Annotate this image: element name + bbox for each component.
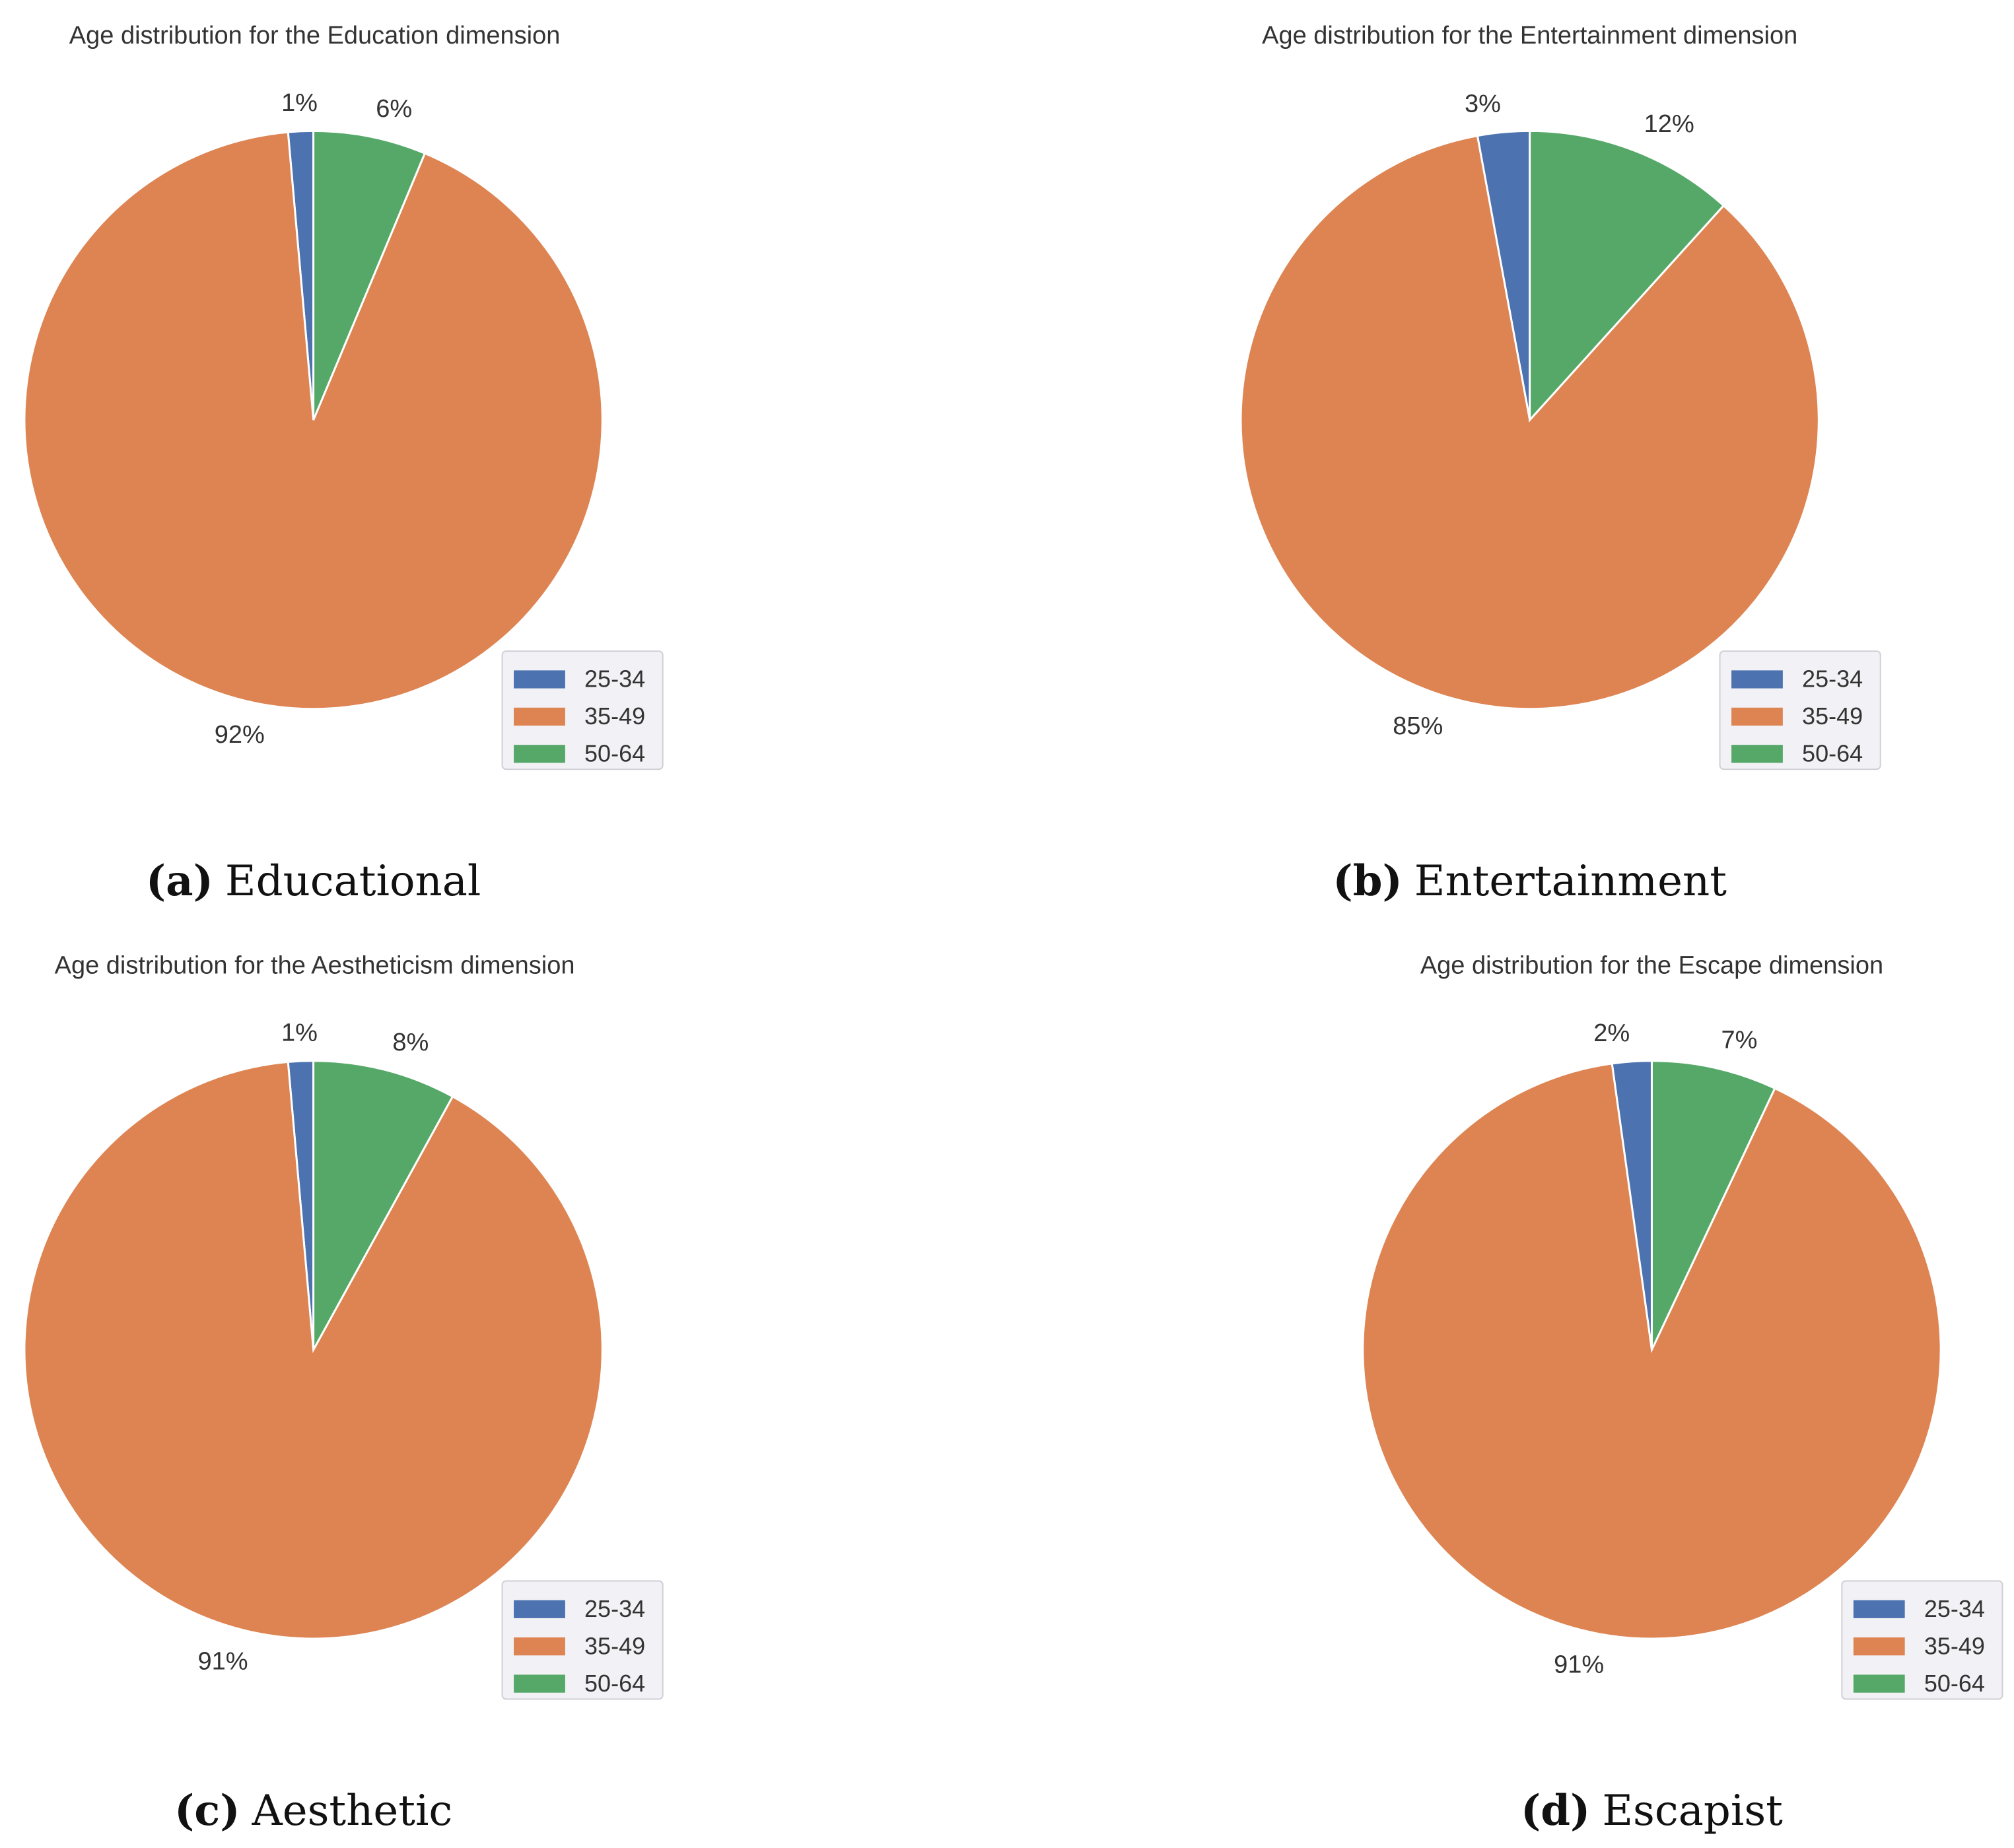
caption-text: Educational: [225, 857, 481, 906]
caption-letter: (d): [1521, 1786, 1590, 1835]
legend-swatch-35-49: [1853, 1637, 1905, 1656]
pie-slice-50-64: [312, 129, 427, 421]
chart-title: Age distribution for the Entertainment d…: [1262, 22, 1797, 50]
pct-label-35-49: 85%: [1393, 712, 1443, 740]
pie-slice-35-49: [1362, 1062, 1942, 1640]
legend-label-25-34: 25-34: [1802, 666, 1863, 693]
pct-label-25-34: 1%: [281, 89, 318, 117]
pie-chart-3: Age distribution for the Aestheticism di…: [23, 951, 664, 1835]
legend: 25-34 35-49 50-64: [1719, 650, 1881, 770]
legend-label-50-64: 50-64: [584, 1670, 645, 1697]
chart-title: Age distribution for the Aestheticism di…: [55, 951, 575, 979]
legend-swatch-25-34: [1731, 670, 1783, 689]
legend-swatch-25-34: [514, 670, 565, 689]
caption-text: Aesthetic: [251, 1787, 452, 1835]
caption-letter: (c): [174, 1786, 240, 1835]
pct-label-50-64: 12%: [1644, 110, 1694, 138]
legend-label-35-49: 35-49: [584, 1632, 645, 1659]
subfigure-caption: (a) Educational: [146, 856, 481, 906]
caption-text: Escapist: [1602, 1787, 1783, 1835]
pct-label-35-49: 91%: [197, 1647, 248, 1675]
legend-swatch-50-64: [1853, 1674, 1905, 1693]
legend: 25-34 35-49 50-64: [501, 1580, 664, 1700]
caption-letter: (b): [1333, 856, 1402, 906]
pie-slice-35-49: [1239, 134, 1820, 710]
legend-swatch-25-34: [514, 1600, 565, 1618]
pie-chart-2: Age distribution for the Entertainment d…: [1239, 22, 1881, 906]
subfigure-caption: (b) Entertainment: [1333, 856, 1727, 906]
caption-letter: (a): [146, 856, 213, 906]
pct-label-25-34: 2%: [1593, 1019, 1630, 1047]
legend-swatch-50-64: [514, 1674, 565, 1693]
pct-label-50-64: 7%: [1721, 1027, 1757, 1054]
pct-label-25-34: 3%: [1465, 90, 1501, 118]
pct-label-50-64: 8%: [392, 1029, 429, 1056]
pct-label-35-49: 91%: [1554, 1651, 1604, 1678]
subfigure-caption: (c) Aesthetic: [174, 1786, 452, 1835]
legend-swatch-25-34: [1853, 1600, 1905, 1618]
subfigure-caption: (d) Escapist: [1521, 1786, 1783, 1835]
legend-swatch-50-64: [1731, 745, 1783, 763]
pct-label-50-64: 6%: [376, 95, 412, 123]
pie-chart-4: Age distribution for the Escape dimensio…: [1362, 951, 2003, 1835]
legend-label-35-49: 35-49: [584, 702, 645, 730]
legend-label-25-34: 25-34: [584, 1595, 645, 1622]
legend-label-50-64: 50-64: [584, 739, 645, 767]
pct-label-35-49: 92%: [215, 721, 265, 749]
legend: 25-34 35-49 50-64: [501, 650, 664, 770]
caption-text: Entertainment: [1414, 857, 1727, 906]
pie-slice-50-64: [1529, 129, 1725, 423]
legend-label-25-34: 25-34: [1924, 1595, 1985, 1622]
chart-title: Age distribution for the Education dimen…: [69, 22, 561, 50]
pie-slice-35-49: [23, 131, 604, 710]
pie-slice-50-64: [1650, 1060, 1776, 1350]
legend-swatch-35-49: [514, 707, 565, 726]
legend-label-50-64: 50-64: [1802, 739, 1863, 767]
chart-title: Age distribution for the Escape dimensio…: [1420, 951, 1883, 979]
pct-label-25-34: 1%: [281, 1019, 318, 1046]
legend-swatch-35-49: [514, 1637, 565, 1656]
legend-swatch-50-64: [514, 745, 565, 763]
legend-label-35-49: 35-49: [1924, 1632, 1985, 1659]
legend-swatch-35-49: [1731, 707, 1783, 726]
legend-label-25-34: 25-34: [584, 666, 645, 693]
charts-layer: Age distribution for the Education dimen…: [23, 22, 2003, 1835]
legend-label-50-64: 50-64: [1924, 1670, 1985, 1697]
pie-chart-1: Age distribution for the Education dimen…: [23, 22, 664, 906]
pie-slice-50-64: [312, 1060, 454, 1351]
legend-label-35-49: 35-49: [1802, 702, 1863, 730]
legend: 25-34 35-49 50-64: [1841, 1580, 2003, 1700]
pie-slice-35-49: [23, 1060, 604, 1640]
